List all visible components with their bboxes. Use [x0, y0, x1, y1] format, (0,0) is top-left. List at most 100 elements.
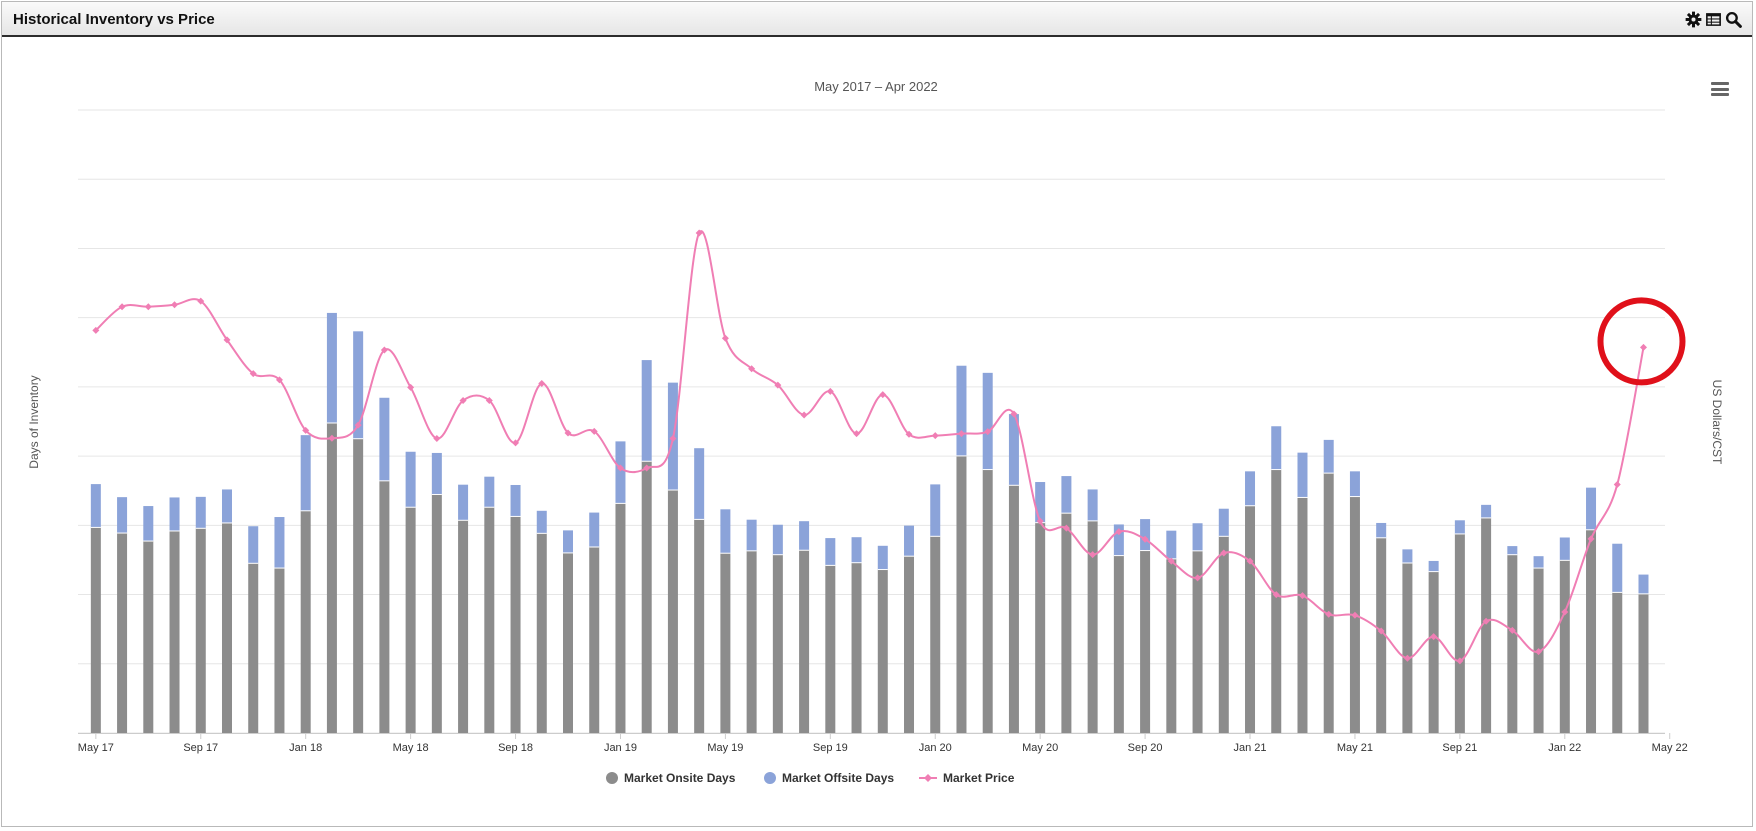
price-point [1036, 517, 1044, 525]
bar-onsite [405, 507, 416, 733]
price-point [643, 464, 651, 472]
table-icon[interactable] [1705, 11, 1722, 28]
price-point [538, 379, 546, 387]
bar-offsite [930, 484, 941, 537]
bar-offsite [1140, 519, 1151, 551]
bar-onsite [799, 550, 810, 733]
x-tick-label: Jan 22 [1548, 742, 1581, 754]
x-tick-label: May 18 [393, 742, 429, 754]
price-point [1535, 648, 1543, 656]
bar-offsite [1087, 489, 1098, 521]
bar-offsite [379, 397, 390, 481]
x-tick-label: Jan 19 [604, 742, 637, 754]
bar-onsite [615, 503, 626, 733]
price-point [1403, 654, 1411, 662]
price-point [669, 435, 677, 443]
bar-onsite [143, 541, 154, 733]
price-point [380, 346, 388, 354]
bar-offsite [851, 537, 862, 563]
price-point [721, 334, 729, 342]
bar-offsite [510, 484, 521, 517]
bar-onsite [746, 550, 757, 733]
price-point [459, 397, 467, 405]
bar-onsite [1245, 505, 1256, 733]
bar-offsite [1507, 546, 1518, 555]
bar-onsite [694, 519, 705, 733]
price-point [1561, 608, 1569, 616]
bar-offsite [772, 524, 783, 555]
price-point [328, 434, 336, 442]
x-tick-label: May 19 [707, 742, 743, 754]
bar-offsite [221, 489, 232, 523]
price-point [1141, 535, 1149, 543]
bar-onsite [667, 490, 678, 733]
price-point [1351, 611, 1359, 619]
price-point [905, 430, 913, 438]
price-point [354, 421, 362, 429]
bar-offsite [1559, 537, 1570, 561]
x-tick-label: Sep 19 [813, 742, 848, 754]
price-point [1062, 524, 1070, 532]
bar-onsite [1612, 592, 1623, 733]
bar-offsite [1454, 520, 1465, 534]
price-point [695, 229, 703, 237]
bar-onsite [877, 569, 888, 733]
bar-onsite [1454, 533, 1465, 733]
gridlines [78, 109, 1665, 734]
price-point [1639, 343, 1647, 351]
bar-onsite [510, 516, 521, 733]
price-point [118, 303, 126, 311]
x-tick-label: Jan 21 [1234, 742, 1267, 754]
bar-offsite [195, 496, 206, 529]
bar-onsite [1376, 537, 1387, 733]
chart-context-menu-button[interactable] [1711, 82, 1729, 98]
price-point [275, 376, 283, 384]
bar-onsite [117, 533, 128, 733]
bar-offsite [484, 476, 495, 508]
bar-offsite [90, 484, 101, 528]
price-point [1508, 626, 1516, 634]
gear-icon[interactable] [1685, 11, 1702, 28]
bar-offsite [1533, 556, 1544, 569]
legend-item-offsite[interactable]: Market Offsite Days [764, 771, 894, 785]
bar-offsite [1402, 549, 1413, 564]
bar-onsite [1559, 560, 1570, 733]
price-point [1298, 592, 1306, 600]
bar-series [90, 312, 1649, 733]
price-point [826, 387, 834, 395]
legend-label-offsite: Market Offsite Days [782, 771, 894, 785]
bar-onsite [1192, 550, 1203, 733]
x-tick-label: May 21 [1337, 742, 1373, 754]
bar-onsite [1481, 517, 1492, 733]
bar-onsite [1087, 520, 1098, 733]
bar-onsite [1428, 571, 1439, 733]
bar-offsite [1271, 426, 1282, 470]
bar-onsite [195, 528, 206, 733]
bar-offsite [1612, 543, 1623, 593]
bar-offsite [563, 530, 574, 553]
bar-offsite [274, 517, 285, 569]
legend-item-price[interactable]: Market Price [919, 771, 1015, 785]
legend-item-onsite[interactable]: Market Onsite Days [606, 771, 736, 785]
bar-offsite [1376, 522, 1387, 538]
x-tick-label: May 20 [1022, 742, 1058, 754]
bar-onsite [536, 533, 547, 733]
bar-offsite [615, 441, 626, 504]
bar-onsite [720, 553, 731, 733]
price-point [144, 303, 152, 311]
bar-onsite [1218, 536, 1229, 733]
bar-offsite [589, 512, 600, 547]
bar-offsite [117, 497, 128, 534]
price-point [223, 336, 231, 344]
bar-offsite [1428, 560, 1439, 572]
bar-offsite [405, 451, 416, 508]
price-point [1246, 557, 1254, 565]
zoom-icon[interactable] [1725, 11, 1742, 28]
price-series [92, 229, 1686, 665]
bar-onsite [458, 520, 469, 733]
bar-offsite [1192, 523, 1203, 551]
price-point [1194, 574, 1202, 582]
bar-offsite [1113, 524, 1124, 556]
bar-onsite [1402, 563, 1413, 733]
